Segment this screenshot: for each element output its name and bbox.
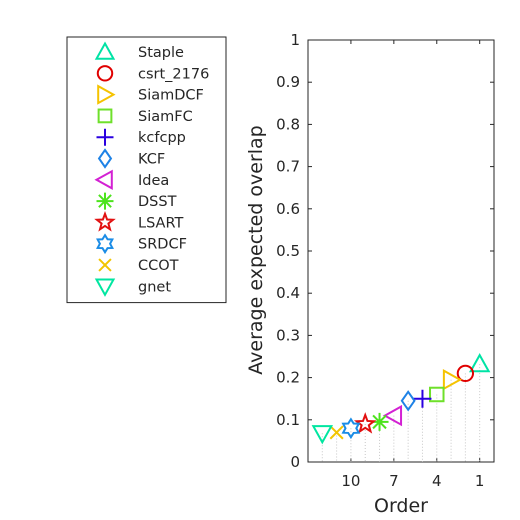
x-axis-label: Order bbox=[374, 495, 428, 517]
legend-marker bbox=[94, 169, 113, 190]
legend-label: SRDCF bbox=[138, 237, 187, 253]
legend-label: SiamDCF bbox=[138, 88, 204, 104]
y-tick-label: 1 bbox=[290, 31, 300, 49]
x-tick-label: 1 bbox=[475, 472, 485, 490]
legend-marker bbox=[97, 108, 113, 124]
x-tick-label: 7 bbox=[389, 472, 399, 490]
data-point bbox=[429, 386, 445, 403]
legend-label: Staple bbox=[138, 45, 184, 61]
legend-box bbox=[66, 36, 227, 304]
plot-area: 0 0.1 0.2 0.3 0.4 0.5 0.6 0.7 0.8 0.9 1 1 4 7 10 bbox=[276, 31, 495, 490]
legend-label: gnet bbox=[138, 279, 171, 295]
y-tick-label: 0.6 bbox=[276, 200, 300, 218]
data-point bbox=[329, 425, 344, 440]
y-tick-label: 0 bbox=[290, 453, 300, 471]
y-tick-label: 0.8 bbox=[276, 115, 300, 133]
y-tick-label: 0.2 bbox=[276, 369, 300, 387]
legend-marker bbox=[94, 41, 116, 60]
data-point bbox=[311, 425, 334, 445]
legend-marker bbox=[96, 192, 114, 210]
x-tick-label: 10 bbox=[341, 472, 360, 490]
legend-label: SiamFC bbox=[138, 109, 193, 125]
legend-marker bbox=[94, 278, 116, 297]
legend-label: csrt_2176 bbox=[138, 66, 209, 82]
legend-marker bbox=[96, 65, 114, 82]
y-axis-label: Average expected overlap bbox=[245, 125, 267, 374]
y-tick-label: 0.1 bbox=[276, 411, 300, 429]
legend-label: LSART bbox=[138, 215, 183, 231]
legend-label: kcfcpp bbox=[138, 130, 186, 146]
data-point bbox=[341, 417, 361, 440]
x-tick-label: 4 bbox=[432, 472, 442, 490]
data-point bbox=[413, 389, 432, 408]
y-tick-label: 0.5 bbox=[276, 242, 300, 260]
data-point bbox=[442, 369, 463, 391]
data-point bbox=[456, 364, 475, 383]
legend: Staple csrt_2176 SiamDCF SiamFC kcfcpp KCF Ide… bbox=[66, 36, 227, 304]
data-point bbox=[353, 412, 377, 434]
legend-marker bbox=[94, 211, 116, 232]
legend-label: KCF bbox=[138, 152, 165, 168]
y-tick-label: 0.3 bbox=[276, 326, 300, 344]
legend-label: CCOT bbox=[138, 258, 179, 274]
data-point bbox=[468, 353, 491, 373]
legend-label: Idea bbox=[138, 173, 169, 189]
legend-marker bbox=[98, 258, 112, 272]
legend-marker bbox=[96, 233, 114, 255]
y-tick-label: 0.7 bbox=[276, 158, 300, 176]
legend-marker bbox=[97, 84, 116, 105]
data-point bbox=[382, 404, 403, 427]
y-tick-label: 0.9 bbox=[276, 73, 300, 91]
legend-label: DSST bbox=[138, 194, 177, 210]
legend-marker bbox=[97, 148, 113, 169]
data-point bbox=[370, 412, 389, 431]
data-point bbox=[400, 390, 416, 412]
y-tick-label: 0.4 bbox=[276, 284, 300, 302]
legend-marker bbox=[96, 128, 114, 146]
axes-box bbox=[307, 39, 495, 463]
